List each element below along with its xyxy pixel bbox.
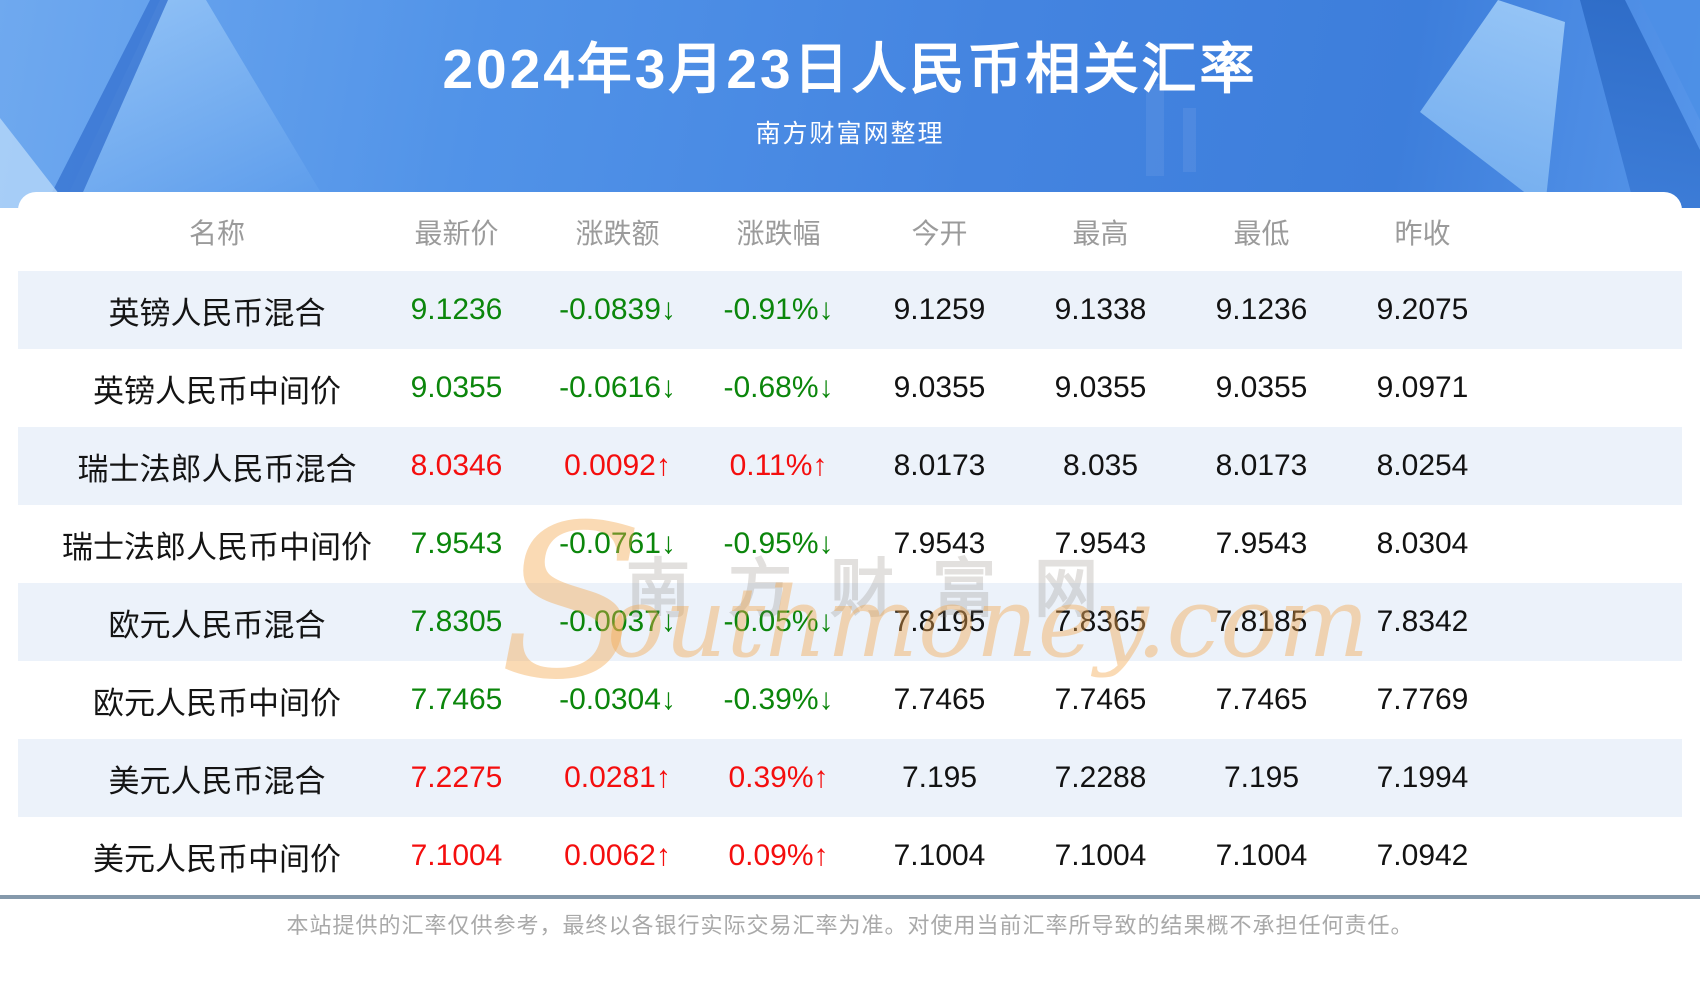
cell-open: 8.0173 <box>893 449 986 482</box>
cell-latest: 9.0355 <box>410 371 503 404</box>
cell-latest: 7.1004 <box>410 839 503 872</box>
banner-candle-bar <box>1183 108 1196 172</box>
column-header: 涨跌额 <box>575 217 660 249</box>
cell-high: 8.035 <box>1062 449 1139 482</box>
cell-name: 英镑人民币混合 <box>108 295 326 331</box>
cell-change: -0.0037↓ <box>559 605 676 638</box>
cell-prev_close: 7.0942 <box>1376 839 1469 872</box>
cell-change_pct: -0.95%↓ <box>723 527 834 560</box>
cell-name: 瑞士法郎人民币中间价 <box>62 529 372 565</box>
rates-table-card: 名称 最新价 涨跌额 涨跌幅 今开 最高 最低 昨收 英镑人民币混合 9.1236 -0.0839… <box>18 192 1682 895</box>
cell-change: 0.0092↑ <box>564 449 671 482</box>
cell-low: 7.7465 <box>1215 683 1308 716</box>
cell-open: 7.8195 <box>893 605 986 638</box>
table-row: 欧元人民币中间价 7.7465 -0.0304↓ -0.39%↓ 7.7465 7.746… <box>18 661 1682 739</box>
cell-prev_close: 9.2075 <box>1376 293 1469 326</box>
cell-prev_close: 8.0254 <box>1376 449 1469 482</box>
cell-name: 美元人民币中间价 <box>93 841 341 877</box>
column-header: 名称 <box>188 217 245 249</box>
cell-change: -0.0616↓ <box>559 371 676 404</box>
cell-name: 美元人民币混合 <box>108 763 326 799</box>
cell-name: 欧元人民币中间价 <box>93 685 341 721</box>
column-header: 最高 <box>1072 217 1129 249</box>
cell-prev_close: 7.7769 <box>1376 683 1469 716</box>
cell-latest: 8.0346 <box>410 449 503 482</box>
bottom-divider <box>0 895 1700 899</box>
column-header: 昨收 <box>1394 217 1451 249</box>
page-title: 2024年3月23日人民币相关汇率 <box>442 38 1258 100</box>
cell-change_pct: 0.11%↑ <box>729 449 828 482</box>
cell-change_pct: -0.39%↓ <box>723 683 834 716</box>
cell-high: 9.1338 <box>1054 293 1147 326</box>
table-row: 美元人民币混合 7.2275 0.0281↑ 0.39%↑ 7.195 7.2288 7.1… <box>18 739 1682 817</box>
cell-open: 7.9543 <box>893 527 986 560</box>
table-row: 欧元人民币混合 7.8305 -0.0037↓ -0.05%↓ 7.8195 7.8365… <box>18 583 1682 661</box>
cell-change_pct: -0.91%↓ <box>723 293 834 326</box>
column-header: 最新价 <box>414 217 499 249</box>
cell-open: 7.195 <box>901 761 978 794</box>
cell-latest: 7.8305 <box>410 605 503 638</box>
table-header-row: 名称 最新价 涨跌额 涨跌幅 今开 最高 最低 昨收 <box>18 192 1682 271</box>
table-row: 瑞士法郎人民币中间价 7.9543 -0.0761↓ -0.95%↓ 7.9543 7.9… <box>18 505 1682 583</box>
table-row: 英镑人民币中间价 9.0355 -0.0616↓ -0.68%↓ 9.0355 9.035… <box>18 349 1682 427</box>
cell-prev_close: 7.8342 <box>1376 605 1469 638</box>
cell-name: 瑞士法郎人民币混合 <box>77 451 357 487</box>
table-row: 瑞士法郎人民币混合 8.0346 0.0092↑ 0.11%↑ 8.0173 8.035 8… <box>18 427 1682 505</box>
cell-change: -0.0304↓ <box>559 683 676 716</box>
cell-low: 9.0355 <box>1215 371 1308 404</box>
cell-latest: 7.9543 <box>410 527 503 560</box>
cell-change: 0.0281↑ <box>564 761 671 794</box>
page-subtitle: 南方财富网整理 <box>755 120 945 148</box>
cell-change: -0.0839↓ <box>559 293 676 326</box>
cell-high: 7.8365 <box>1054 605 1147 638</box>
table-row: 英镑人民币混合 9.1236 -0.0839↓ -0.91%↓ 9.1259 9.1338… <box>18 271 1682 349</box>
cell-high: 7.2288 <box>1054 761 1147 794</box>
column-header: 涨跌幅 <box>736 217 821 249</box>
cell-change_pct: -0.68%↓ <box>723 371 834 404</box>
cell-open: 9.0355 <box>893 371 986 404</box>
cell-prev_close: 7.1994 <box>1376 761 1469 794</box>
cell-open: 7.1004 <box>893 839 986 872</box>
cell-prev_close: 9.0971 <box>1376 371 1469 404</box>
cell-open: 9.1259 <box>893 293 986 326</box>
cell-change_pct: -0.05%↓ <box>723 605 834 638</box>
cell-name: 英镑人民币中间价 <box>93 373 341 409</box>
cell-low: 9.1236 <box>1215 293 1308 326</box>
banner-candle-bar <box>1146 84 1164 176</box>
cell-latest: 9.1236 <box>410 293 503 326</box>
cell-change: 0.0062↑ <box>564 839 671 872</box>
cell-low: 7.8185 <box>1215 605 1308 638</box>
cell-low: 7.195 <box>1223 761 1300 794</box>
disclaimer-text: 本站提供的汇率仅供参考，最终以各银行实际交易汇率为准。对使用当前汇率所导致的结果… <box>286 913 1414 938</box>
table-body: 英镑人民币混合 9.1236 -0.0839↓ -0.91%↓ 9.1259 9.1338… <box>18 271 1682 895</box>
cell-high: 9.0355 <box>1054 371 1147 404</box>
cell-latest: 7.2275 <box>410 761 503 794</box>
cell-low: 7.9543 <box>1215 527 1308 560</box>
cell-change_pct: 0.39%↑ <box>728 761 829 794</box>
cell-latest: 7.7465 <box>410 683 503 716</box>
cell-high: 7.9543 <box>1054 527 1147 560</box>
table-row: 美元人民币中间价 7.1004 0.0062↑ 0.09%↑ 7.1004 7.1004 7… <box>18 817 1682 895</box>
cell-open: 7.7465 <box>893 683 986 716</box>
cell-high: 7.1004 <box>1054 839 1147 872</box>
banner: 2024年3月23日人民币相关汇率 南方财富网整理 <box>0 0 1700 208</box>
cell-high: 7.7465 <box>1054 683 1147 716</box>
cell-prev_close: 8.0304 <box>1376 527 1469 560</box>
cell-name: 欧元人民币混合 <box>108 607 326 643</box>
cell-low: 7.1004 <box>1215 839 1308 872</box>
cell-change: -0.0761↓ <box>559 527 676 560</box>
cell-low: 8.0173 <box>1215 449 1308 482</box>
column-header: 今开 <box>911 217 968 249</box>
column-header: 最低 <box>1233 217 1290 249</box>
cell-change_pct: 0.09%↑ <box>728 839 829 872</box>
